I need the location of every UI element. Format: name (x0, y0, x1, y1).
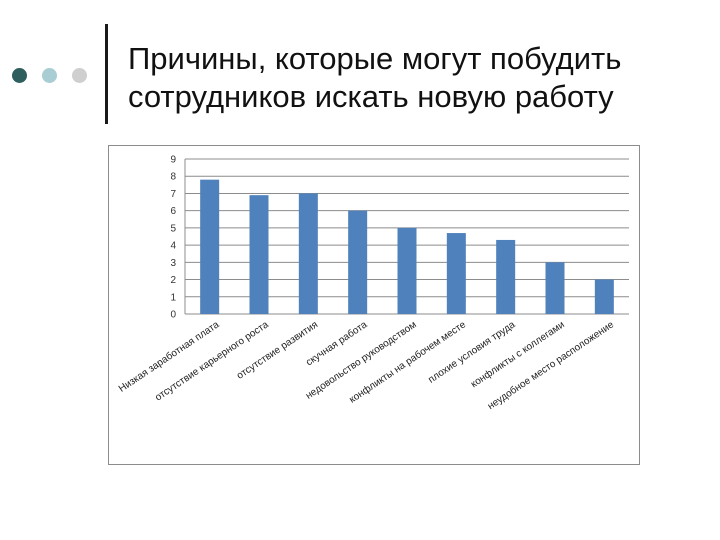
y-tick-label-5: 5 (170, 223, 176, 234)
y-tick-label-7: 7 (170, 189, 176, 200)
y-tick-label-2: 2 (170, 275, 176, 286)
chart-frame: 0 1 2 3 4 5 6 7 8 9 Низкая заработная плата отсутст… (108, 145, 640, 465)
title-divider (105, 24, 108, 124)
bar-3 (298, 193, 318, 314)
y-tick-label-0: 0 (170, 310, 176, 321)
y-tick-label-6: 6 (170, 206, 176, 217)
bar-6 (446, 233, 466, 314)
y-tick-label-1: 1 (170, 292, 176, 303)
bullet-dot-icon-1 (12, 68, 27, 83)
bar-2 (249, 195, 269, 314)
category-label-7: плохие условия труда (426, 319, 517, 386)
bar-1 (200, 179, 220, 314)
category-label-8: конфликты с коллегами (469, 319, 567, 391)
y-tick-label-3: 3 (170, 258, 176, 269)
y-tick-label-4: 4 (170, 241, 176, 252)
bar-4 (348, 210, 368, 314)
y-tick-label-8: 8 (170, 172, 176, 183)
bar-7 (496, 239, 516, 314)
slide-title: Причины, которые могут побудить сотрудни… (128, 41, 622, 114)
bar-5 (397, 227, 417, 314)
bar-8 (545, 262, 565, 314)
bullet-dot-icon-2 (42, 68, 57, 83)
category-label-3: отсутствие развития (235, 319, 320, 381)
y-tick-label-9: 9 (170, 155, 176, 166)
bullet-dot-icon-3 (72, 68, 87, 83)
bar-9 (594, 279, 614, 314)
